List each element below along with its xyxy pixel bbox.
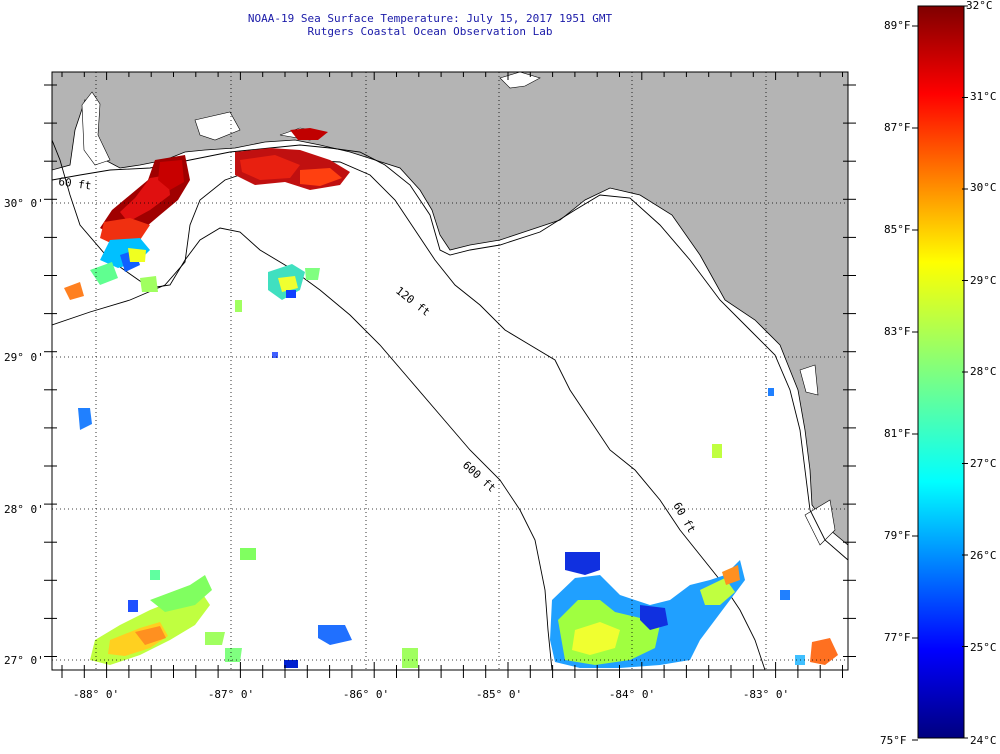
fahrenheit-label: 81°F (884, 427, 911, 440)
land-mass (52, 72, 848, 546)
lon-label: -83° 0' (743, 688, 789, 701)
celsius-label: 29°C (970, 274, 997, 287)
lat-label: 27° 0' (4, 654, 44, 667)
lon-label: -84° 0' (609, 688, 655, 701)
fahrenheit-label: 83°F (884, 325, 911, 338)
lon-label: -88° 0' (73, 688, 119, 701)
lat-label: 28° 0' (4, 503, 44, 516)
tick-marks (44, 72, 856, 678)
sst-patches (64, 128, 838, 668)
fahrenheit-label: 85°F (884, 223, 911, 236)
isobath-label-60ft-west: 60 ft (58, 175, 93, 192)
isobath-60ft (52, 144, 848, 561)
lat-label: 30° 0' (4, 197, 44, 210)
celsius-label: 27°C (970, 457, 997, 470)
fahrenheit-label: 87°F (884, 121, 911, 134)
map-subtitle: Rutgers Coastal Ocean Observation Lab (307, 25, 553, 38)
lon-label: -86° 0' (343, 688, 389, 701)
isobath-120ft (52, 159, 766, 670)
fahrenheit-label: 77°F (884, 631, 911, 644)
celsius-label: 24°C (970, 734, 997, 747)
celsius-label: 28°C (970, 365, 997, 378)
map-frame (51, 71, 849, 671)
celsius-label: 26°C (970, 549, 997, 562)
celsius-label: 31°C (970, 90, 997, 103)
celsius-label: 32°C (966, 0, 993, 12)
graticule (52, 72, 848, 670)
fahrenheit-label: 89°F (884, 19, 911, 32)
colorbar (917, 5, 965, 739)
lat-label: 29° 0' (4, 351, 44, 364)
lon-label: -85° 0' (476, 688, 522, 701)
celsius-label: 25°C (970, 641, 997, 654)
map-title: NOAA-19 Sea Surface Temperature: July 15… (247, 12, 613, 25)
fahrenheit-label: 75°F (880, 734, 907, 747)
fahrenheit-label: 79°F (884, 529, 911, 542)
celsius-label: 30°C (970, 181, 997, 194)
lon-label: -87° 0' (208, 688, 254, 701)
colorbar-ticks (912, 5, 968, 741)
